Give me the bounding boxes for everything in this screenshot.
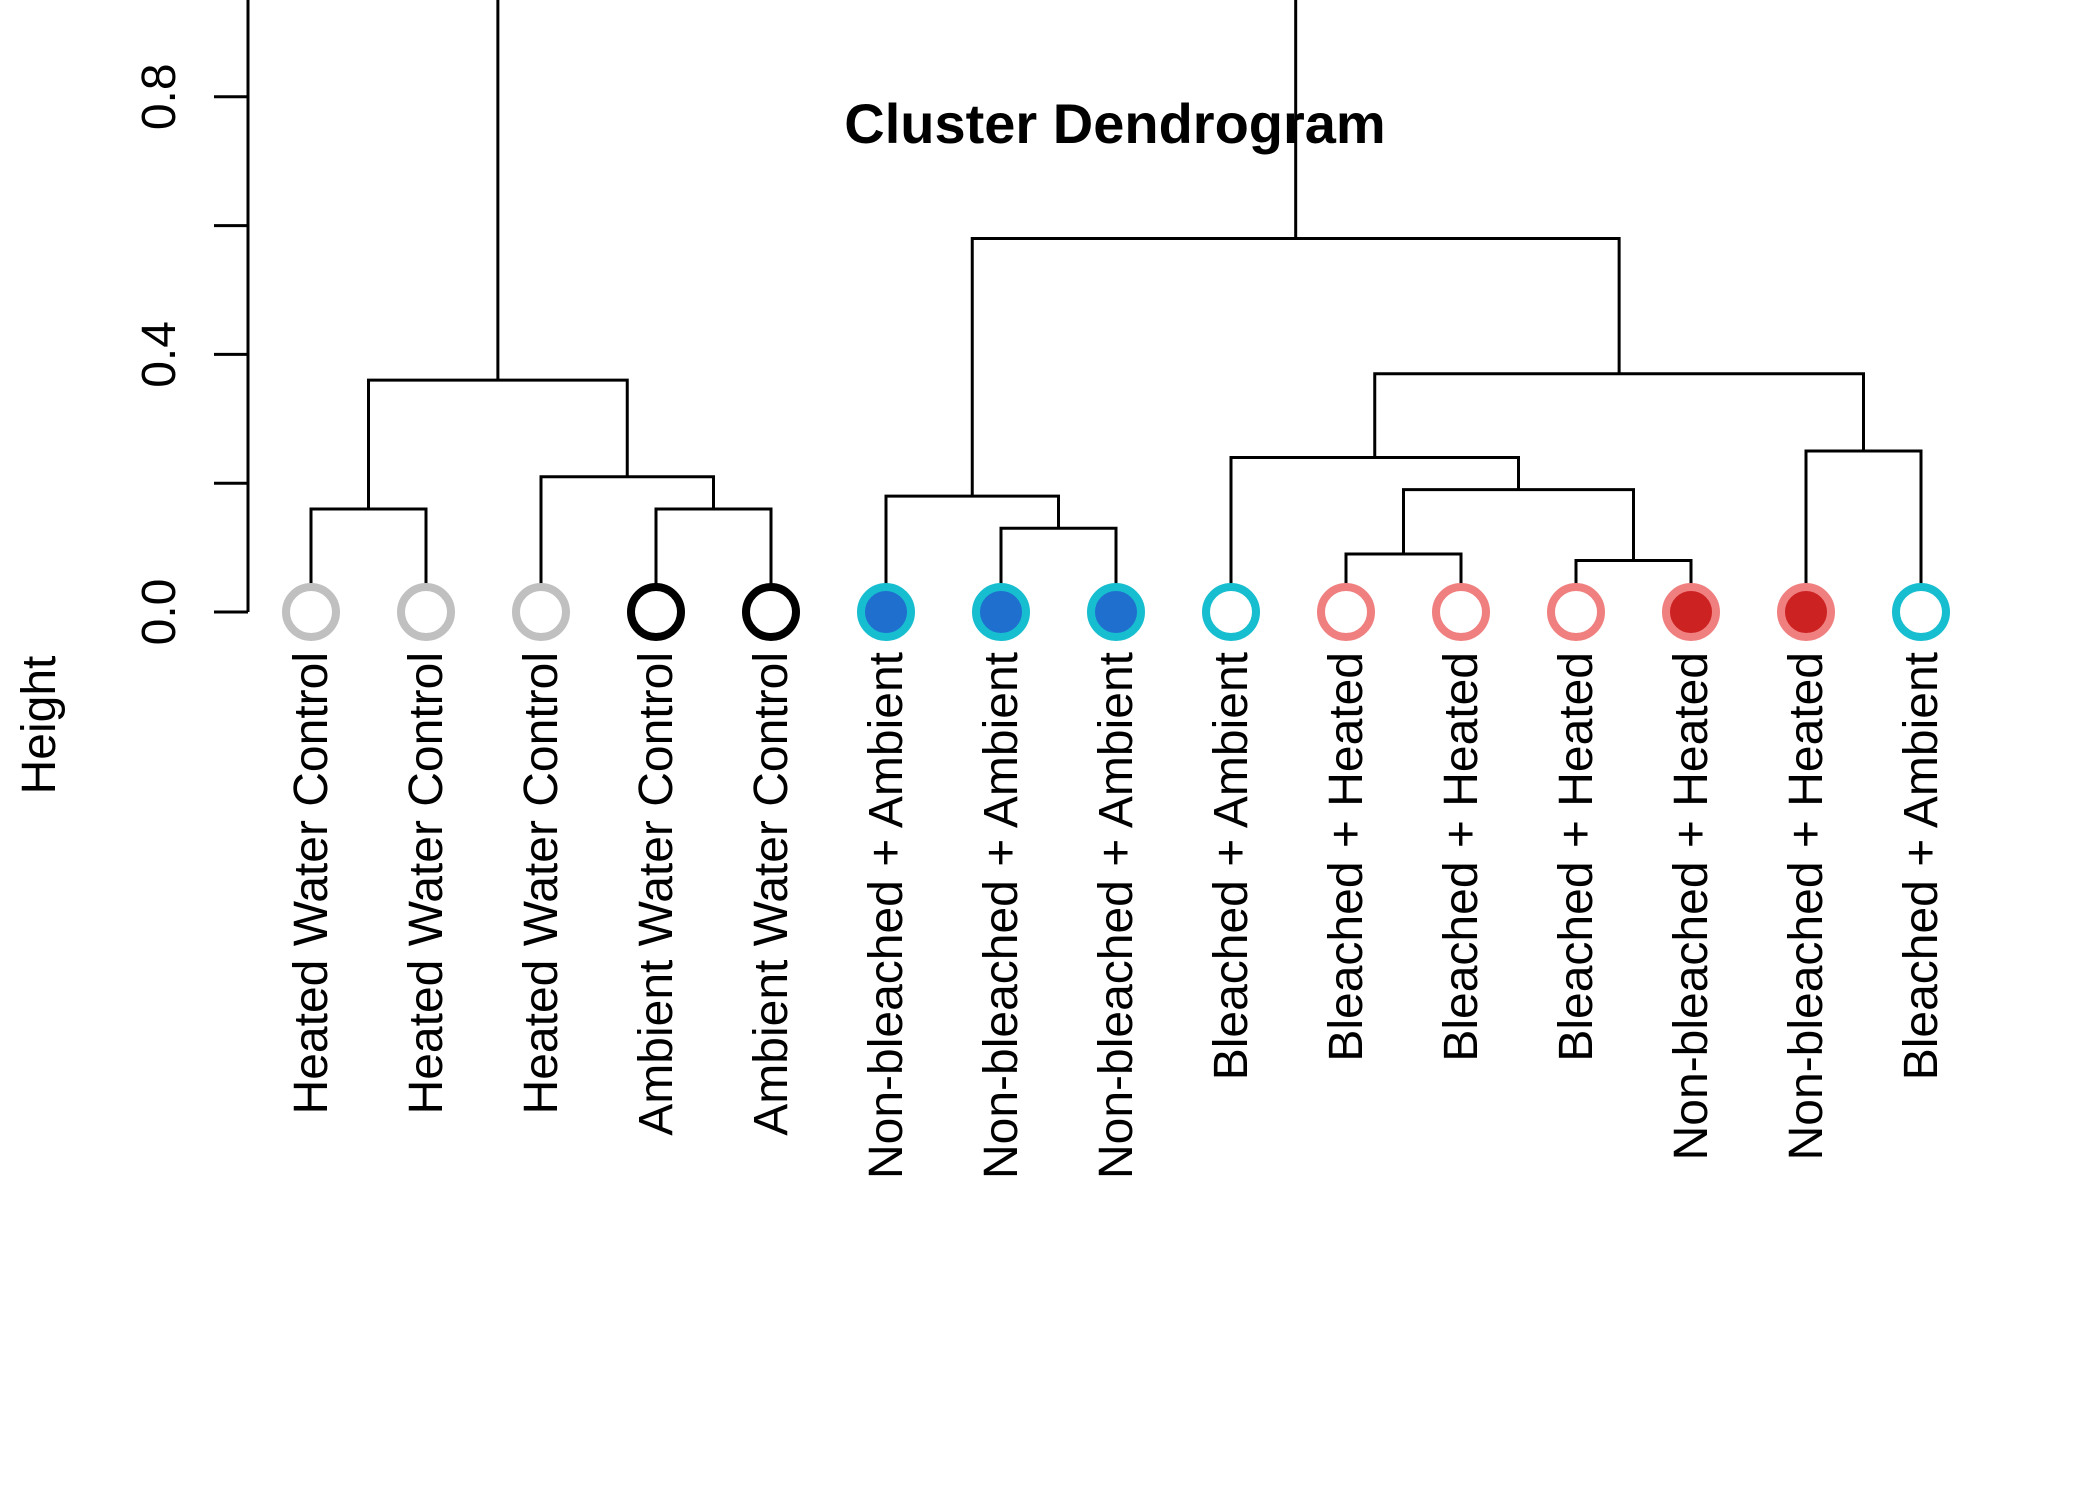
merge-branch — [1373, 372, 1865, 458]
leaf-label: Heated Water Control — [515, 652, 568, 1114]
leaf-label: Non-bleached + Ambient — [1090, 652, 1143, 1179]
leaf-marker — [857, 583, 915, 641]
leaf-marker — [1777, 583, 1835, 641]
leaf-marker — [1432, 583, 1490, 641]
chart-title: Cluster Dendrogram — [844, 92, 1385, 155]
leaf-marker — [1662, 583, 1720, 641]
leaf-marker — [972, 583, 1030, 641]
leaf-label: Bleached + Heated — [1320, 652, 1373, 1062]
leaf-marker — [282, 583, 340, 641]
merge-branch — [884, 494, 1060, 612]
leaf-label: Bleached + Ambient — [1895, 652, 1948, 1080]
leaf-label: Ambient Water Control — [630, 652, 683, 1136]
leaf-label: Non-bleached + Ambient — [975, 652, 1028, 1179]
leaf-marker — [1547, 583, 1605, 641]
leaf-marker — [1892, 583, 1950, 641]
leaf-labels: Heated Water Control Heated Water Control… — [285, 652, 1948, 1179]
leaf-label: Non-bleached + Heated — [1665, 652, 1718, 1160]
y-tick-label: 0.4 — [133, 321, 186, 388]
leaf-marker — [627, 583, 685, 641]
leaf-marker — [512, 583, 570, 641]
y-tick-label: 0.0 — [133, 579, 186, 646]
y-axis: 0.0 0.4 0.8 — [133, 0, 250, 646]
leaf-marker — [742, 583, 800, 641]
leaf-marker — [1087, 583, 1145, 641]
leaf-marker — [397, 583, 455, 641]
leaf-marker — [1317, 583, 1375, 641]
merge-branch — [496, 0, 1298, 381]
leaf-label: Heated Water Control — [400, 652, 453, 1114]
leaf-label: Non-bleached + Heated — [1780, 652, 1833, 1160]
leaf-marker — [1202, 583, 1260, 641]
leaf-label: Bleached + Heated — [1435, 652, 1488, 1062]
leaf-label: Bleached + Heated — [1550, 652, 1603, 1062]
merge-branch — [1402, 488, 1635, 561]
merge-branch — [1804, 449, 1923, 612]
merge-branch — [367, 378, 629, 509]
leaf-label: Heated Water Control — [285, 652, 338, 1114]
merge-branch — [539, 475, 715, 612]
y-tick-label: 0.8 — [133, 63, 186, 130]
leaf-label: Bleached + Ambient — [1205, 652, 1258, 1080]
leaf-label: Ambient Water Control — [745, 652, 798, 1136]
y-axis-label: Height — [13, 656, 66, 795]
leaf-markers — [282, 583, 1950, 641]
leaf-label: Non-bleached + Ambient — [860, 652, 913, 1179]
